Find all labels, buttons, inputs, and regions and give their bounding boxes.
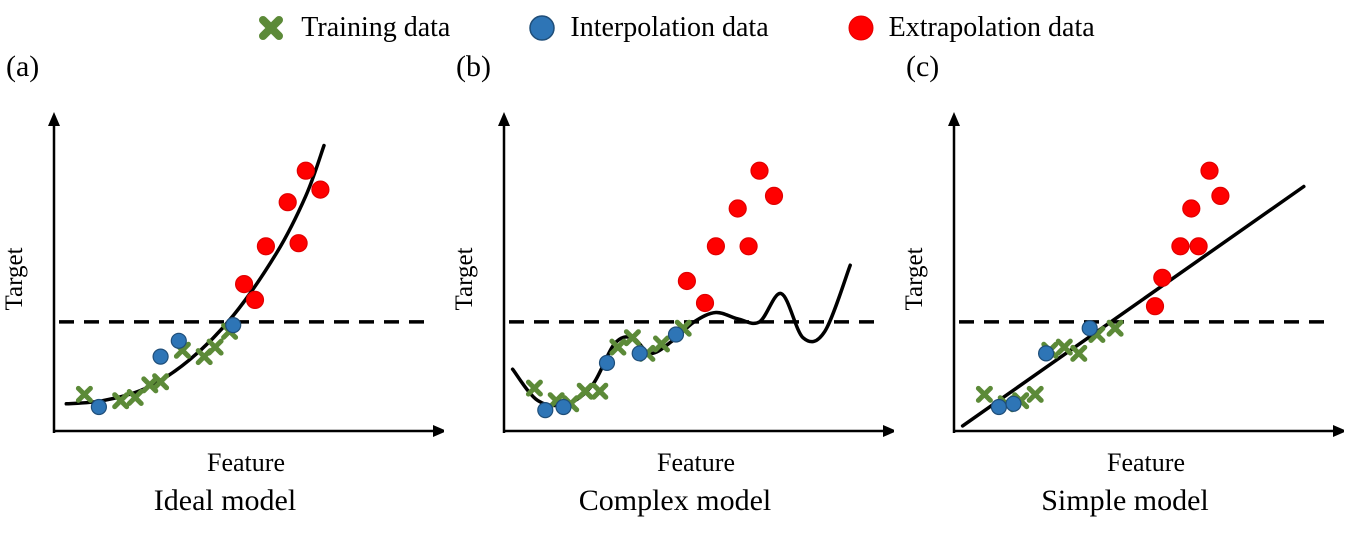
extrapolation-point	[677, 271, 696, 291]
extrapolation-point	[1189, 237, 1208, 256]
legend-item-interpolation: Interpolation data	[528, 12, 769, 44]
panels-row: (a) Feature Target Ideal model (b) Featur…	[0, 48, 1350, 518]
y-axis-label: Target	[4, 247, 28, 310]
extrapolation-point	[1200, 161, 1219, 180]
model-curve	[64, 143, 326, 406]
x-axis-label: Feature	[207, 448, 285, 477]
interpolation-point	[1005, 395, 1022, 412]
training-point	[623, 329, 641, 347]
y-axis-label: Target	[904, 247, 928, 310]
legend: Training data Interpolation data Extrapo…	[0, 0, 1350, 48]
extrapolation-point	[750, 161, 769, 180]
training-point	[1106, 319, 1124, 337]
legend-label-training: Training data	[301, 12, 451, 43]
interpolation-point	[990, 398, 1008, 416]
extrapolation-point	[739, 237, 758, 256]
panel-caption-c: Simple model	[1041, 484, 1209, 517]
extrapolation-point	[1153, 268, 1172, 287]
extrapolation-point	[706, 237, 725, 256]
extrapolation-point	[245, 290, 265, 309]
x-axis-label: Feature	[657, 448, 735, 477]
extrapolation-point	[296, 161, 315, 180]
interpolation-circle-icon	[529, 15, 556, 41]
extrapolation-point	[695, 293, 715, 313]
panel-label-c: (c)	[906, 50, 940, 83]
panel-c: (c) Feature Target Simple model	[900, 48, 1350, 518]
interpolation-point	[225, 317, 242, 334]
interpolation-point	[90, 398, 108, 416]
training-point	[1070, 344, 1088, 362]
chart-complex-model: Feature Target	[454, 112, 894, 477]
extrapolation-point	[256, 237, 275, 256]
training-point	[1026, 385, 1044, 403]
extrapolation-point	[1171, 237, 1190, 256]
training-point	[1055, 338, 1073, 356]
extrapolation-point	[311, 180, 330, 199]
interpolation-point	[152, 348, 169, 365]
training-point	[591, 382, 609, 400]
legend-item-extrapolation: Extrapolation data	[847, 12, 1095, 44]
legend-item-training: Training data	[255, 12, 450, 44]
x-axis-label: Feature	[1107, 448, 1185, 477]
training-point	[609, 338, 627, 356]
interpolation-point	[598, 354, 616, 371]
y-axis-arrow	[498, 112, 510, 126]
x-axis-arrow	[883, 425, 894, 437]
panel-b: (b) Feature Target Complex model	[450, 48, 900, 518]
training-point	[112, 392, 130, 410]
interpolation-point	[667, 326, 685, 343]
chart-ideal-model: Feature Target	[4, 112, 444, 477]
model-curve	[960, 184, 1306, 428]
interpolation-point	[555, 398, 572, 416]
panel-a: (a) Feature Target Ideal model	[0, 48, 450, 518]
training-x-icon	[259, 16, 284, 40]
training-point	[525, 379, 543, 397]
panel-label-b: (b)	[456, 50, 491, 83]
chart-simple-model: Feature Target	[904, 112, 1344, 477]
training-point	[975, 385, 993, 403]
extrapolation-point	[278, 193, 297, 212]
panel-label-a: (a)	[6, 50, 40, 83]
panel-caption-b: Complex model	[578, 484, 772, 517]
extrapolation-point	[728, 199, 747, 218]
extrapolation-point	[764, 186, 784, 206]
interpolation-point	[1038, 345, 1055, 362]
y-axis-label: Target	[454, 247, 478, 310]
y-axis-arrow	[948, 112, 960, 126]
training-point	[206, 338, 224, 356]
interpolation-point	[1081, 320, 1098, 337]
panel-caption-a: Ideal model	[153, 484, 297, 517]
extrapolation-point	[289, 234, 308, 253]
extrapolation-point	[1145, 297, 1165, 316]
training-point	[152, 373, 170, 391]
legend-label-interpolation: Interpolation data	[570, 12, 769, 43]
training-point	[75, 385, 93, 403]
extrapolation-point	[1182, 199, 1201, 218]
y-axis-arrow	[48, 112, 60, 126]
x-axis-arrow	[433, 425, 444, 437]
extrapolation-point	[1211, 186, 1230, 206]
training-point	[653, 335, 670, 353]
interpolation-point	[170, 332, 187, 349]
training-point	[576, 382, 594, 400]
interpolation-point	[631, 345, 648, 362]
extrapolation-point	[235, 275, 254, 294]
training-point	[126, 389, 144, 406]
interpolation-point	[537, 402, 554, 419]
legend-label-extrapolation: Extrapolation data	[888, 12, 1095, 43]
x-axis-arrow	[1333, 425, 1344, 437]
extrapolation-circle-icon	[848, 15, 874, 41]
